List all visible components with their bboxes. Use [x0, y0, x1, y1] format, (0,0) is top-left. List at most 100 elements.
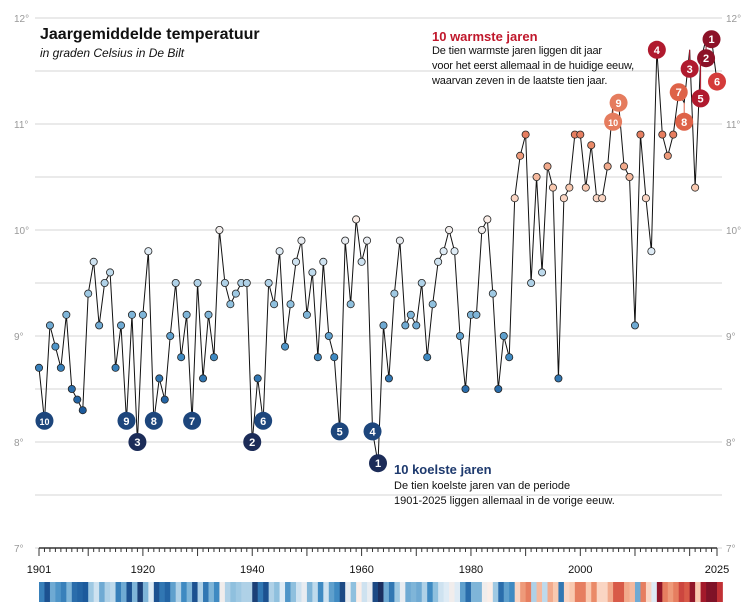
rank-label: 6 [714, 77, 720, 89]
data-point [308, 268, 317, 277]
warming-stripe [192, 582, 198, 602]
warming-stripe [153, 582, 160, 602]
warming-stripe [60, 582, 67, 602]
chart-subtitle: in graden Celsius in De Bilt [40, 46, 185, 60]
y-tick-label-left: 8° [14, 438, 24, 449]
warming-stripe [596, 582, 603, 602]
warmest-description: De tien warmste jaren liggen dit jaar vo… [432, 44, 634, 89]
rank-label: 8 [681, 117, 687, 129]
data-point [324, 331, 333, 340]
warm-rank-badge [702, 30, 721, 49]
data-point [264, 278, 273, 287]
warming-stripe [432, 582, 439, 602]
y-tick-label-left: 11° [14, 120, 28, 131]
warm-rank-badge [708, 72, 726, 91]
warming-stripe [317, 582, 324, 602]
warming-stripe [170, 582, 177, 602]
data-point [417, 278, 426, 287]
data-point [51, 342, 60, 351]
warming-stripe [246, 582, 253, 602]
coolest-line: De tien koelste jaren van de periode [394, 480, 571, 492]
data-point [494, 384, 503, 393]
data-point [543, 162, 552, 171]
data-point [160, 395, 169, 404]
warming-stripe [252, 582, 259, 602]
x-tick-label: 1901 [27, 564, 51, 576]
data-point [330, 353, 339, 362]
warming-stripe [476, 582, 483, 602]
y-tick-label-left: 10° [14, 226, 29, 237]
warm-rank-badge [680, 59, 699, 78]
data-point [527, 278, 536, 287]
warming-stripe [93, 582, 100, 602]
data-point [423, 353, 432, 362]
data-point [193, 278, 202, 287]
data-point [581, 183, 590, 192]
warming-stripe [219, 582, 226, 602]
data-point [532, 172, 541, 181]
data-point [565, 183, 574, 192]
warmest-line: De tien warmste jaren liggen dit jaar [432, 45, 602, 57]
warming-stripe [345, 582, 352, 602]
data-point [625, 172, 634, 181]
data-point [302, 310, 311, 319]
warming-stripe [618, 582, 625, 602]
x-tick-label: 1980 [459, 564, 483, 576]
warming-stripe [361, 582, 368, 602]
data-point [78, 406, 87, 415]
y-tick-label-left: 12° [14, 14, 29, 25]
warming-stripe [443, 582, 450, 602]
warming-stripe [405, 582, 412, 602]
y-tick-label-left: 9° [14, 332, 24, 343]
data-point [357, 257, 366, 266]
data-point [67, 384, 76, 393]
warming-stripe [470, 582, 477, 602]
warming-stripe [399, 582, 406, 602]
data-point [691, 183, 700, 192]
warm-rank-badge [647, 40, 666, 59]
data-point [641, 194, 650, 203]
data-point [456, 331, 465, 340]
y-tick-label-left: 7° [14, 544, 24, 555]
rank-label: 5 [698, 93, 704, 105]
warming-stripe [285, 582, 291, 602]
warming-stripe [268, 582, 275, 602]
warming-stripe [678, 582, 685, 602]
warming-stripe [465, 582, 472, 602]
y-tick-label-right: 7° [726, 544, 736, 555]
data-point [461, 384, 470, 393]
data-point [155, 374, 164, 383]
data-point [220, 278, 229, 287]
data-point [346, 300, 355, 309]
warming-stripe [662, 582, 669, 602]
warming-stripe [607, 582, 614, 602]
warming-stripe [137, 582, 144, 602]
data-point [516, 151, 525, 160]
data-point [390, 289, 399, 298]
coolest-description: De tien koelste jaren van de periode 190… [394, 479, 615, 509]
data-point [199, 374, 208, 383]
data-point [111, 363, 120, 372]
warming-stripe [71, 582, 78, 602]
warming-stripe [263, 582, 270, 602]
data-point [499, 331, 508, 340]
cool-rank-badge [243, 433, 262, 451]
warming-stripe [602, 582, 609, 602]
warming-stripe [323, 582, 330, 602]
data-point [204, 310, 213, 319]
data-point [510, 194, 519, 203]
warming-stripe [438, 582, 445, 602]
data-point [138, 310, 147, 319]
x-tick-label: 1960 [349, 564, 373, 576]
data-point [434, 257, 443, 266]
warm-rank-badge [691, 89, 710, 108]
warming-stripe [542, 582, 548, 602]
data-point [576, 130, 585, 139]
warming-stripe [328, 582, 335, 602]
warming-stripe [481, 582, 488, 602]
data-point [35, 363, 44, 372]
rank-label: 7 [189, 416, 195, 428]
coolest-heading: 10 koelste jaren [394, 462, 492, 477]
warming-stripe [203, 582, 209, 602]
